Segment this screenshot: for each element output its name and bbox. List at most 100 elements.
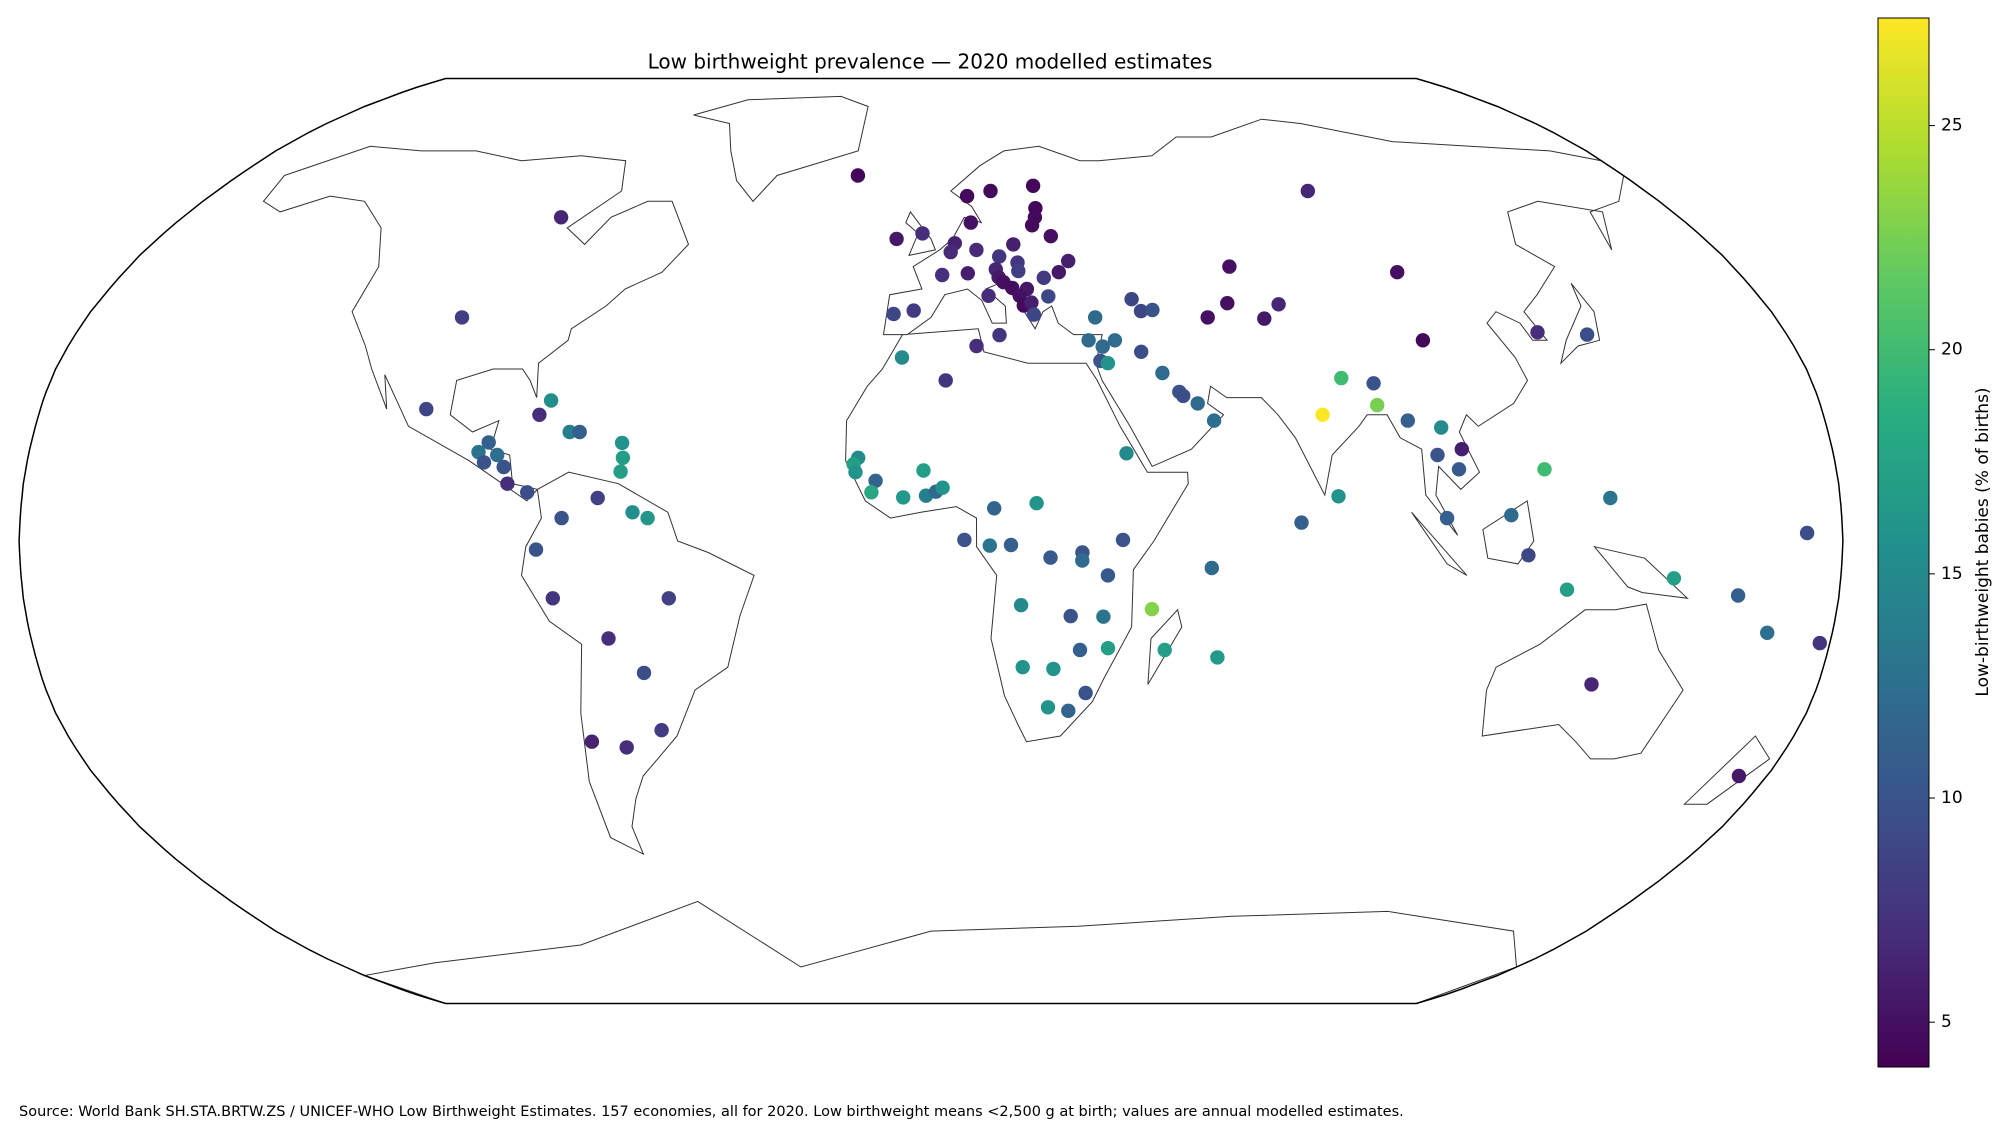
country-point [963, 215, 978, 230]
country-point [613, 464, 628, 479]
country-point [1029, 496, 1044, 511]
country-point [935, 267, 950, 283]
country-point [454, 310, 470, 325]
country-point [1300, 183, 1316, 199]
country-point [1204, 560, 1220, 576]
country-point [543, 393, 559, 408]
country-point [1415, 333, 1431, 348]
country-point [916, 463, 931, 478]
country-point [1063, 608, 1078, 624]
country-point [619, 740, 634, 755]
country-point [636, 665, 652, 681]
country-point [935, 480, 950, 495]
country-point [1026, 307, 1042, 322]
country-point [1812, 635, 1828, 651]
land-layer [262, 95, 1771, 1004]
country-point [1760, 625, 1775, 640]
country-point [553, 210, 569, 225]
country-point [1434, 420, 1449, 435]
country-point [981, 288, 996, 303]
country-point [1730, 588, 1746, 603]
country-point [1190, 396, 1205, 411]
country-point [1134, 344, 1149, 359]
country-point [1061, 703, 1076, 718]
country-point [886, 306, 901, 322]
land-shape [1411, 511, 1468, 576]
country-point [960, 266, 975, 281]
land-shape [693, 95, 869, 203]
country-point [562, 424, 577, 440]
country-point [982, 538, 997, 553]
country-point [554, 510, 569, 526]
country-point [1036, 270, 1052, 285]
country-point [896, 490, 911, 505]
country-point [1334, 370, 1349, 386]
country-point [625, 505, 640, 520]
country-point [1095, 339, 1110, 354]
country-point [500, 476, 515, 491]
land-shape [1481, 603, 1684, 760]
country-point [1370, 397, 1385, 413]
country-point [1043, 229, 1059, 244]
country-point [1088, 310, 1103, 325]
country-point [1390, 265, 1405, 280]
country-point [1081, 333, 1096, 348]
country-point [1210, 650, 1225, 665]
country-point [1100, 641, 1116, 656]
country-point [1072, 642, 1088, 658]
country-point [959, 188, 975, 204]
map-outline [18, 77, 1844, 1005]
colorbar-ticks: 5 10 15 20 25 [1929, 116, 1963, 1032]
country-point [943, 244, 958, 260]
land-shape [1593, 545, 1689, 599]
country-point [1731, 768, 1747, 784]
country-point [1294, 515, 1309, 530]
country-point [545, 591, 560, 606]
colorbar [1877, 17, 1930, 1068]
country-point [1400, 413, 1416, 428]
country-point [640, 510, 655, 526]
country-point [1157, 642, 1172, 658]
country-point [1025, 178, 1041, 193]
country-point [848, 465, 863, 480]
source-note: Source: World Bank SH.STA.BRTW.ZS / UNIC… [19, 1104, 1404, 1120]
country-point [1115, 532, 1131, 548]
colorbar-label: Low-birthweight babies (% of births) [1973, 387, 1993, 696]
country-point [1331, 489, 1346, 504]
country-point [476, 455, 492, 470]
country-point [1013, 598, 1029, 613]
country-point [590, 490, 605, 506]
land-shape [1560, 282, 1601, 365]
land-shape [845, 328, 1189, 743]
country-point [938, 373, 953, 388]
colorbar-tick-label: 20 [1941, 340, 1963, 360]
country-point [1061, 253, 1076, 269]
country-point [481, 435, 496, 450]
colorbar-tick-label: 5 [1941, 1012, 1952, 1032]
country-point [1096, 609, 1111, 624]
country-point [1046, 661, 1061, 677]
colorbar-tick-label: 25 [1941, 116, 1963, 136]
country-point [1003, 537, 1019, 553]
country-point [1584, 677, 1599, 692]
country-point [614, 435, 630, 451]
country-point [496, 459, 511, 475]
land-shape [1683, 735, 1771, 805]
country-point [572, 424, 587, 440]
country-point [661, 591, 676, 606]
country-point [1043, 550, 1058, 565]
country-point [894, 350, 910, 365]
country-point [584, 734, 600, 749]
country-point [1133, 303, 1149, 319]
country-point [868, 473, 883, 488]
country-point [1366, 376, 1381, 391]
country-point [1015, 660, 1030, 675]
country-point [969, 338, 984, 354]
country-point [1011, 263, 1026, 279]
country-point [1124, 292, 1139, 307]
country-point [1024, 218, 1040, 233]
country-point [490, 447, 505, 463]
country-point [528, 542, 544, 557]
country-point [1107, 333, 1123, 348]
country-point [957, 532, 972, 548]
